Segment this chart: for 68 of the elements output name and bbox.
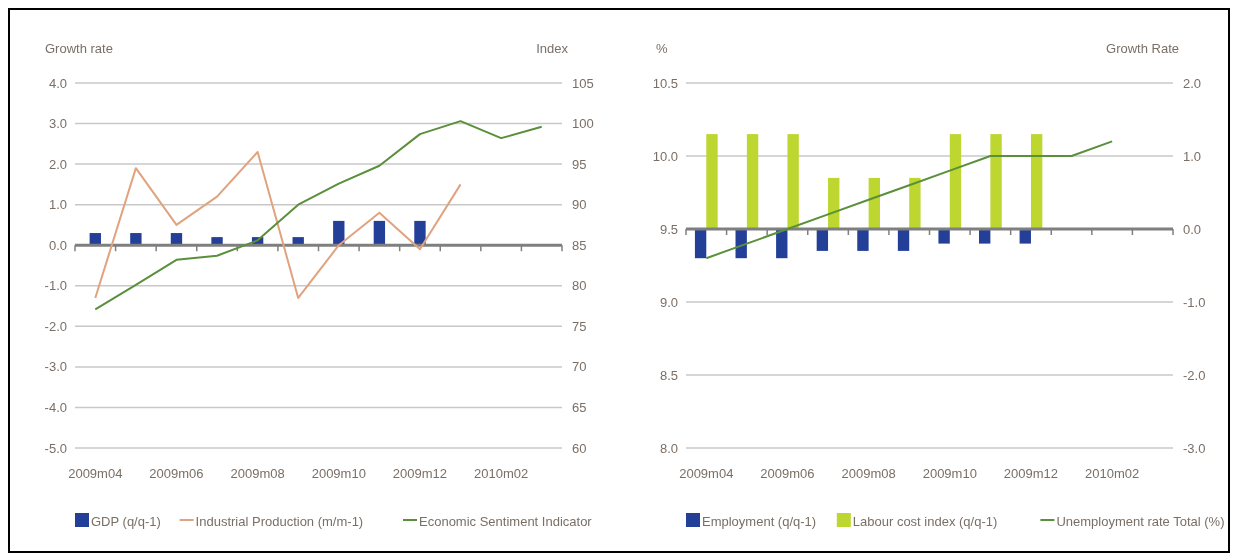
y2-tick-label: 90 xyxy=(572,197,587,213)
bar xyxy=(868,177,880,229)
bar xyxy=(949,134,962,229)
bar xyxy=(857,229,869,251)
bar xyxy=(990,134,1002,229)
y2-tick-label: 95 xyxy=(572,156,587,172)
line-series xyxy=(705,140,1114,260)
y2-tick-label: -3.0 xyxy=(1183,440,1206,456)
x-tick-label: 2010m02 xyxy=(1085,466,1140,481)
legend-label: Economic Sentiment Indicator xyxy=(419,514,593,529)
y2-tick-label: 65 xyxy=(572,399,587,415)
y-axis-title: Growth rate xyxy=(45,41,113,56)
y2-tick-label: 0.0 xyxy=(1183,221,1202,237)
y-tick-label: 10.5 xyxy=(652,75,678,91)
y-tick-label: -4.0 xyxy=(44,399,67,415)
y2-tick-label: 75 xyxy=(572,318,587,334)
x-tick-label: 2009m06 xyxy=(149,466,204,481)
y2-tick-label: 85 xyxy=(572,237,587,253)
x-tick-label: 2009m08 xyxy=(230,466,285,481)
y-tick-label: 9.5 xyxy=(659,221,678,237)
y2-axis-title: Index xyxy=(536,41,569,56)
y-tick-label: 3.0 xyxy=(48,116,67,132)
line-series xyxy=(94,120,543,311)
line-series xyxy=(94,150,462,299)
y2-tick-label: 105 xyxy=(572,75,594,91)
y2-tick-label: 60 xyxy=(572,440,587,456)
legend-label: GDP (q/q-1) xyxy=(91,514,161,529)
x-tick-label: 2009m12 xyxy=(392,466,448,481)
y2-axis-title: Growth Rate xyxy=(1106,41,1179,56)
bar xyxy=(909,177,921,229)
legend-label: Labour cost index (q/q-1) xyxy=(852,514,998,529)
y-tick-label: 9.0 xyxy=(659,294,678,310)
y2-tick-label: 100 xyxy=(572,116,594,132)
y2-tick-label: -1.0 xyxy=(1183,294,1206,310)
bar xyxy=(1030,134,1043,229)
y-tick-label: 1.0 xyxy=(48,197,67,213)
bar xyxy=(938,229,950,244)
y2-tick-label: 70 xyxy=(572,359,587,375)
y-tick-label: -2.0 xyxy=(44,318,67,334)
y-tick-label: -5.0 xyxy=(44,440,67,456)
y2-tick-label: 2.0 xyxy=(1183,75,1202,91)
y-tick-label: 8.0 xyxy=(659,440,678,456)
x-tick-label: 2009m10 xyxy=(311,466,366,481)
y-tick-label: -3.0 xyxy=(44,359,67,375)
y-tick-label: -1.0 xyxy=(44,278,67,294)
y-tick-label: 10.0 xyxy=(652,148,678,164)
legend-label: Industrial Production (m/m-1) xyxy=(195,514,364,529)
x-tick-label: 2010m02 xyxy=(474,466,529,481)
x-tick-label: 2009m10 xyxy=(922,466,977,481)
y-axis-title: % xyxy=(656,41,668,56)
y-tick-label: 8.5 xyxy=(659,367,678,383)
legend-label: Unemployment rate Total (%) xyxy=(1056,514,1225,529)
x-tick-label: 2009m12 xyxy=(1003,466,1059,481)
legend-label: Employment (q/q-1) xyxy=(702,514,817,529)
x-tick-label: 2009m04 xyxy=(68,466,123,481)
x-tick-label: 2009m06 xyxy=(760,466,815,481)
x-tick-label: 2009m08 xyxy=(841,466,896,481)
bar xyxy=(828,177,840,229)
bar xyxy=(746,134,759,229)
x-tick-label: 2009m04 xyxy=(679,466,734,481)
y2-tick-label: 1.0 xyxy=(1183,148,1202,164)
y-tick-label: 2.0 xyxy=(48,156,67,172)
bar xyxy=(787,134,799,229)
y-tick-label: 4.0 xyxy=(48,75,67,91)
y2-tick-label: 80 xyxy=(572,278,587,294)
bar xyxy=(706,134,718,229)
y-tick-label: 0.0 xyxy=(48,237,67,253)
y2-tick-label: -2.0 xyxy=(1183,367,1206,383)
